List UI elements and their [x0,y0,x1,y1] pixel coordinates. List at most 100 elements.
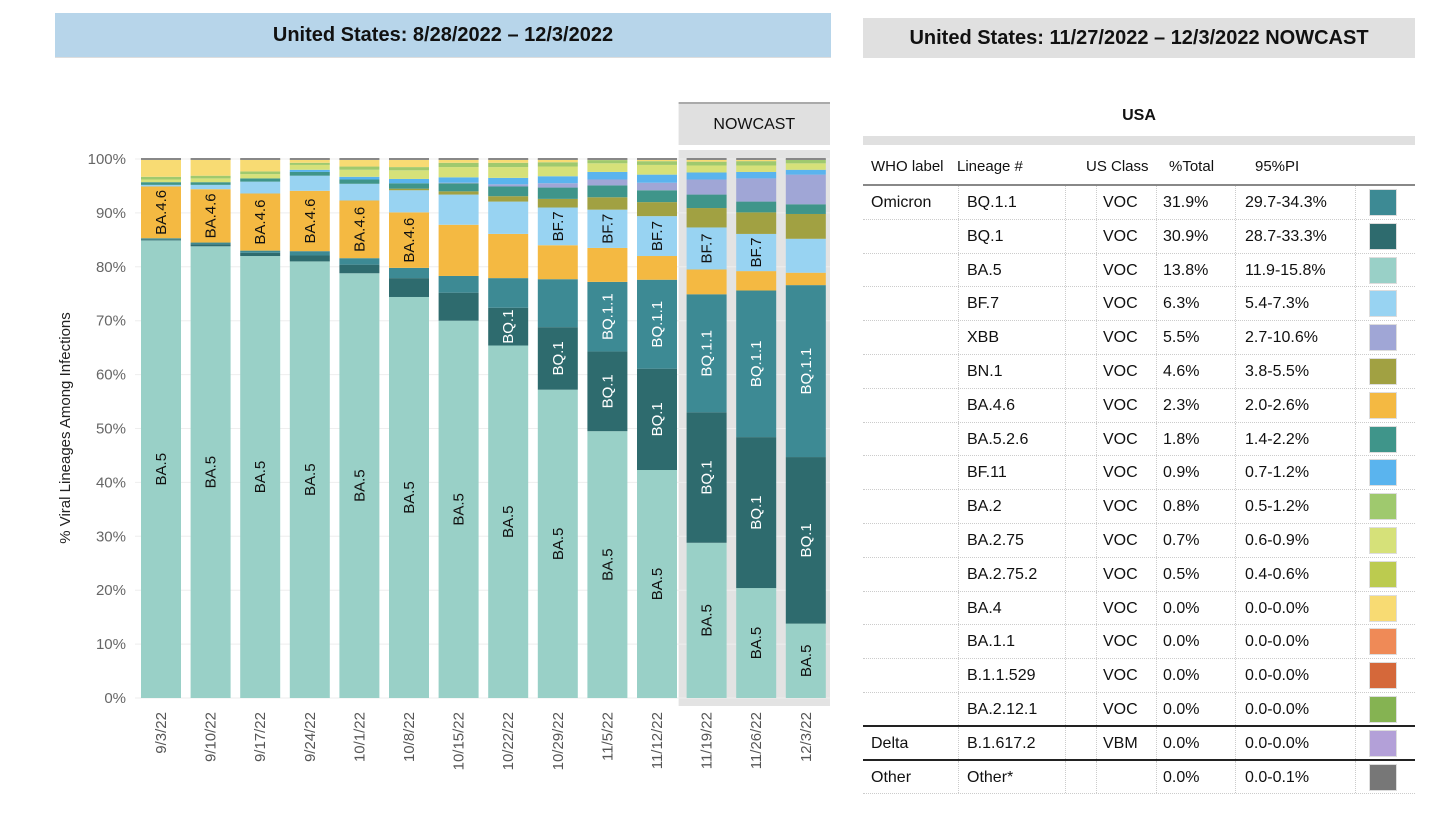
bar-label: BQ.1.1 [798,348,815,395]
percent-total: 0.0% [1163,700,1200,718]
bar-segment-BQ-1 [785,457,826,624]
us-class: VOC [1103,565,1138,583]
bar-segment-BA-2-75 [389,170,429,179]
bar-segment-BF-11 [587,171,628,180]
color-swatch [1369,594,1397,622]
bar-label: BQ.1.1 [748,340,765,387]
bar-segment-BA-5 [289,261,330,698]
table-row: BA.2.75.2 VOC 0.5% 0.4-0.6% [863,557,1415,592]
bar-segment-BA-2-75 [785,163,826,170]
table-row: B.1.1.529 VOC 0.0% 0.0-0.0% [863,659,1415,693]
bar-label: BF.7 [699,233,716,263]
bar-segment-BA-2-75 [736,165,777,172]
bar-segment-BA-5-2-6 [488,186,529,197]
percent-total: 0.0% [1163,599,1200,617]
percent-total: 0.0% [1163,768,1200,786]
prediction-interval: 2.0-2.6% [1245,396,1310,414]
lineage: BN.1 [967,362,1003,380]
prediction-interval: 0.0-0.0% [1245,700,1310,718]
bar-segment-BA-5-2-6 [686,194,727,209]
bar-segment-BA-2 [289,162,330,165]
table-row: BA.5 VOC 13.8% 11.9-15.8% [863,253,1415,288]
color-swatch [1369,729,1397,757]
prediction-interval: 0.0-0.1% [1245,768,1310,786]
bar-segment-BA-5 [537,389,578,698]
bar-label: BF.7 [649,221,666,251]
bar-segment-BA-4 [240,159,281,172]
lineage: BA.5 [967,261,1002,279]
bar-segment-BQ-1 [389,278,429,297]
column-header: 95%PI [1255,158,1300,175]
bar-label: BA.4.6 [252,200,269,245]
prediction-interval: 0.4-0.6% [1245,565,1310,583]
bar-segment-BA-2-75 [537,166,578,177]
lineage: B.1.617.2 [967,734,1036,752]
lineage: BA.4 [967,599,1002,617]
table-row: BA.2.75 VOC 0.7% 0.6-0.9% [863,523,1415,558]
percent-total: 4.6% [1163,362,1200,380]
bar-segment-BA-4 [190,159,231,176]
bar-segment-BA-4 [488,159,529,163]
bar-segment-XBB [736,178,777,202]
bar-segment-BA-5-2-6 [240,178,281,182]
bar-segment-BQ-1-1 [141,238,181,240]
bar-segment-BA-5 [785,623,826,698]
bar-segment-XBB [438,182,479,184]
bar-segment-BF-7 [389,190,429,213]
bar-segment-BA-4-6 [785,272,826,286]
nowcast-box [678,103,830,145]
y-tick-label: 40% [96,474,126,491]
bar-segment-BA-4 [339,159,380,167]
bar-segment-BQ-1 [488,307,529,346]
bar-label: BF.7 [599,214,616,244]
bar-segment-BN-1 [537,198,578,208]
percent-total: 13.8% [1163,261,1209,279]
bar-segment-BA-5-2-6 [736,201,777,213]
bar-label: BQ.1 [599,374,616,408]
bar-segment-BA-4 [537,159,578,163]
us-class: VOC [1103,667,1138,685]
x-tick-label: 12/3/22 [798,712,815,762]
bar-segment-BF-7 [587,209,628,248]
table-row: BF.11 VOC 0.9% 0.7-1.2% [863,456,1415,491]
bar-segment-BA-5-2-6 [537,187,578,199]
y-tick-label: 10% [96,636,126,653]
bar-segment-BF-7 [141,184,181,187]
percent-total: 30.9% [1163,227,1209,245]
y-tick-label: 20% [96,582,126,599]
bar-label: BQ.1.1 [649,301,666,348]
us-class: VOC [1103,329,1138,347]
bar-segment-BA-2-75 [637,164,677,175]
bar-segment-BF-7 [339,183,380,201]
lineage: BA.5.2.6 [967,430,1029,448]
us-class: VOC [1103,430,1138,448]
x-tick-label: 9/3/22 [153,712,170,754]
bar-segment-BA-4-6 [289,190,330,252]
bar-segment-BA-4-6 [339,200,380,259]
who-label: Delta [871,734,909,752]
bar-segment-BA-2 [141,176,181,180]
bar-segment-BA-4-6 [537,245,578,280]
bar-segment-XBB [537,183,578,188]
color-swatch [1369,695,1397,723]
color-swatch [1369,526,1397,554]
table-row: Other Other* 0.0% 0.0-0.1% [863,760,1415,795]
color-swatch [1369,628,1397,656]
bar-label: BQ.1 [649,402,666,436]
bar-segment-BA-4-6 [190,189,231,243]
column-header: Lineage # [957,158,1023,175]
bar-segment-BQ-1-1 [537,279,578,328]
bar-segment-BA-4 [637,159,677,162]
us-class: VOC [1103,531,1138,549]
table-row: Omicron BQ.1.1 VOC 31.9% 29.7-34.3% [863,186,1415,220]
x-tick-label: 10/22/22 [500,712,517,770]
bar-segment-BA-5 [339,273,380,698]
bar-segment-BN-1 [438,191,479,195]
lineage: BA.2.75.2 [967,565,1038,583]
prediction-interval: 0.0-0.0% [1245,599,1310,617]
bar-segment-BA-2 [785,159,826,164]
bar-segment-BN-1 [686,208,727,228]
bar-segment-BA-2 [190,175,231,179]
bar-label: BQ.1 [748,495,765,529]
table-row: BN.1 VOC 4.6% 3.8-5.5% [863,354,1415,389]
